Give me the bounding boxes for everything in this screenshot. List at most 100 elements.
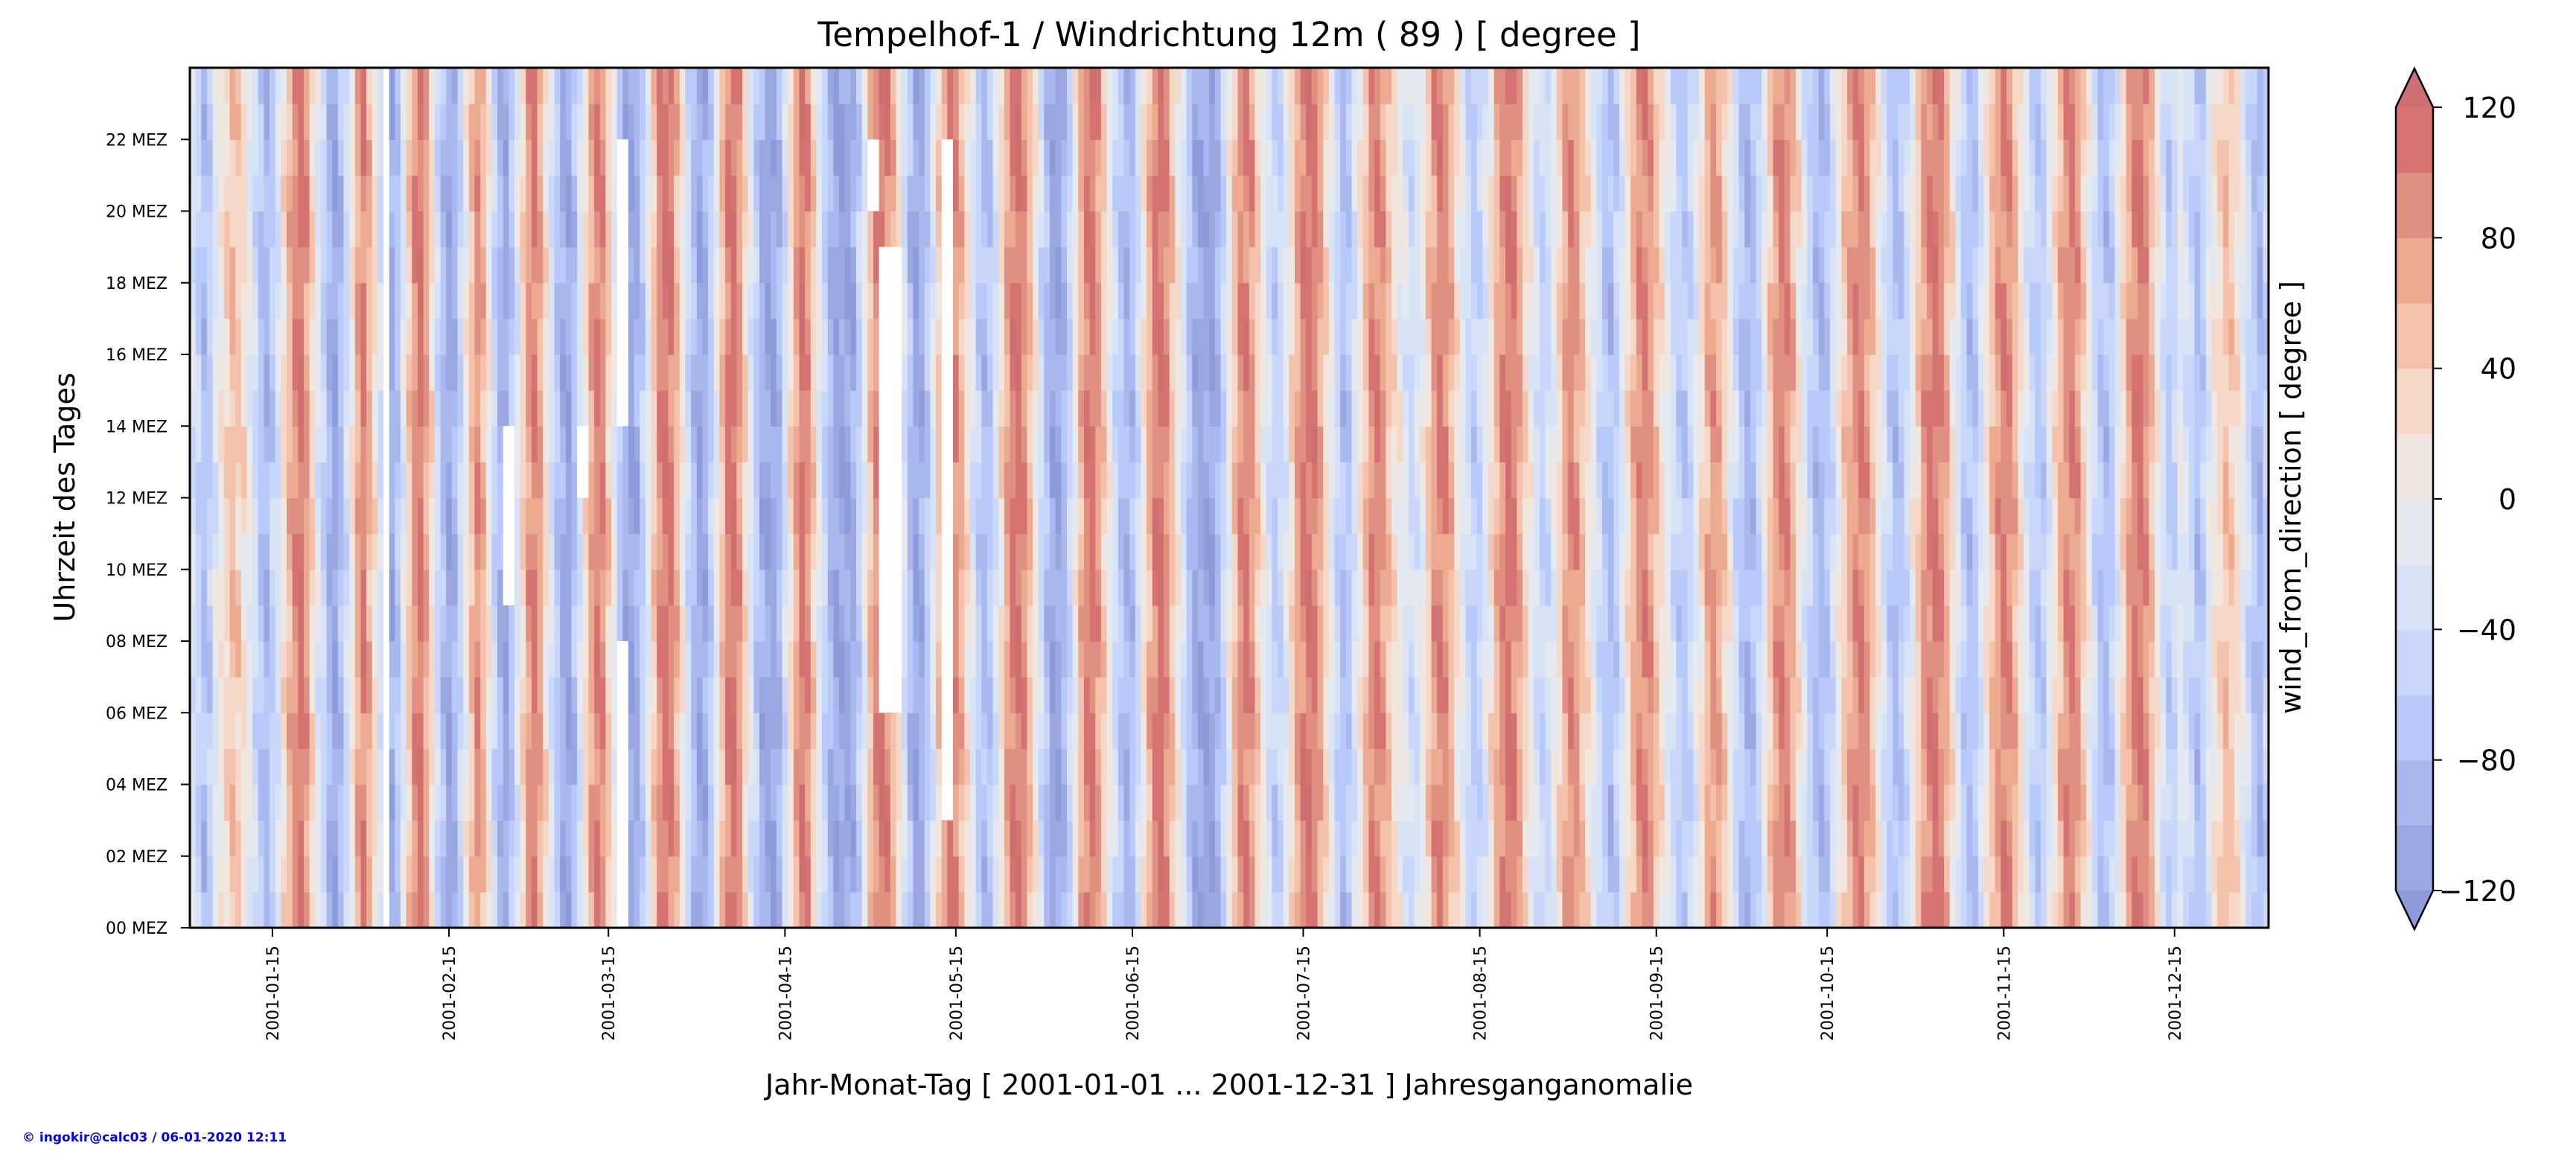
heatmap-cell <box>1147 856 1153 893</box>
heatmap-cell <box>303 68 310 104</box>
heatmap-cell <box>1323 68 1330 104</box>
heatmap-cell <box>366 390 373 427</box>
heatmap-cell <box>554 103 561 140</box>
heatmap-cell <box>474 318 481 355</box>
heatmap-cell <box>270 103 276 140</box>
heatmap-cell <box>719 211 726 248</box>
heatmap-cell <box>264 318 270 355</box>
heatmap-cell <box>924 891 931 928</box>
heatmap-cell <box>554 282 561 319</box>
heatmap-cell <box>833 139 840 176</box>
heatmap-cell <box>1055 462 1062 499</box>
heatmap-cell <box>1220 748 1227 786</box>
heatmap-cell <box>975 784 982 821</box>
heatmap-cell <box>1340 175 1347 212</box>
heatmap-cell <box>1112 784 1119 821</box>
heatmap-cell <box>223 497 231 535</box>
heatmap-cell <box>429 605 436 642</box>
heatmap-cell <box>1175 497 1182 535</box>
heatmap-cell <box>206 856 214 893</box>
heatmap-cell <box>1214 68 1222 104</box>
heatmap-cell <box>1038 282 1045 319</box>
heatmap-cell <box>986 211 994 248</box>
heatmap-cell <box>1180 426 1187 462</box>
heatmap-cell <box>833 569 840 606</box>
heatmap-cell <box>844 211 851 248</box>
heatmap-cell <box>1243 390 1250 427</box>
heatmap-cell <box>867 605 874 642</box>
heatmap-cell <box>429 748 436 786</box>
heatmap-cell <box>1203 569 1210 606</box>
heatmap-cell <box>788 533 794 570</box>
heatmap-cell <box>867 318 874 355</box>
heatmap-cell <box>1083 426 1091 462</box>
heatmap-cell <box>1249 569 1256 606</box>
heatmap-cell <box>588 462 595 499</box>
heatmap-cell <box>924 605 931 642</box>
heatmap-cell <box>759 784 766 821</box>
heatmap-cell <box>1004 641 1011 678</box>
heatmap-cell <box>1300 318 1307 355</box>
heatmap-cell <box>1004 784 1011 821</box>
heatmap-cell <box>628 246 635 284</box>
heatmap-cell <box>412 784 418 821</box>
heatmap-cell <box>298 569 305 606</box>
heatmap-cell <box>1164 462 1170 499</box>
heatmap-cell <box>855 318 863 355</box>
heatmap-cell <box>526 533 532 570</box>
heatmap-cell <box>713 748 720 786</box>
heatmap-cell <box>753 318 760 355</box>
heatmap-cell <box>674 569 680 606</box>
heatmap-cell <box>736 354 743 391</box>
heatmap-cell <box>337 569 345 606</box>
heatmap-cell <box>953 103 960 140</box>
heatmap-cell <box>582 713 590 749</box>
heatmap-cell <box>514 533 521 570</box>
heatmap-cell <box>1317 211 1324 248</box>
heatmap-cell <box>679 748 686 786</box>
heatmap-cell <box>1243 677 1250 713</box>
heatmap-cell <box>1334 318 1341 355</box>
heatmap-cell <box>1083 605 1091 642</box>
heatmap-cell <box>406 282 412 319</box>
heatmap-cell <box>514 103 521 140</box>
heatmap-cell <box>514 354 521 391</box>
heatmap-cell <box>366 211 373 248</box>
heatmap-cell <box>1340 641 1347 678</box>
heatmap-cell <box>560 891 567 928</box>
heatmap-cell <box>309 68 316 104</box>
heatmap-cell <box>827 354 834 391</box>
heatmap-cell <box>1158 68 1164 104</box>
heatmap-cell <box>508 605 515 642</box>
heatmap-cell <box>1106 569 1113 606</box>
heatmap-cell <box>1340 246 1347 284</box>
heatmap-cell <box>1203 677 1210 713</box>
heatmap-cell <box>1106 103 1113 140</box>
heatmap-cell <box>389 462 395 499</box>
heatmap-cell <box>855 139 863 176</box>
heatmap-cell <box>377 891 384 928</box>
heatmap-cell <box>1357 354 1364 391</box>
heatmap-cell <box>668 390 675 427</box>
heatmap-cell <box>1180 282 1187 319</box>
heatmap-cell <box>1278 462 1284 499</box>
heatmap-cell <box>1306 390 1313 427</box>
heatmap-cell <box>206 677 214 713</box>
heatmap-cell <box>1203 139 1210 176</box>
heatmap-cell <box>401 605 407 642</box>
heatmap-cell <box>855 641 863 678</box>
heatmap-cell <box>1004 246 1011 284</box>
heatmap-cell <box>719 282 726 319</box>
heatmap-cell <box>577 713 584 749</box>
heatmap-cell <box>810 569 817 606</box>
heatmap-cell <box>554 533 561 570</box>
heatmap-cell <box>657 175 663 212</box>
heatmap-cell <box>229 569 236 606</box>
heatmap-cell <box>543 856 549 893</box>
heatmap-cell <box>531 677 538 713</box>
heatmap-cell <box>320 103 328 140</box>
heatmap-cell <box>930 569 937 606</box>
heatmap-cell <box>1289 390 1295 427</box>
heatmap-cell <box>451 497 459 535</box>
heatmap-cell <box>855 856 863 893</box>
